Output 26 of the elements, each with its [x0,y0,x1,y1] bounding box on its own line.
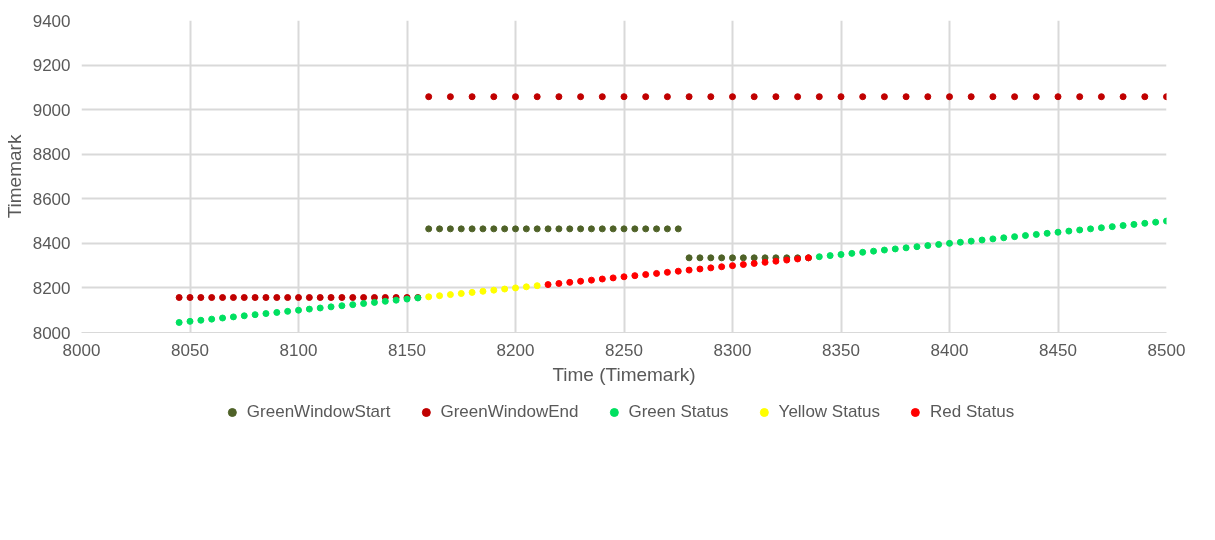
x-tick-label: 8150 [388,340,426,360]
legend-label: Green Status [628,402,729,422]
y-tick-label: 8800 [32,145,71,165]
x-tick-label: 8400 [930,340,969,360]
y-tick-label: 8000 [32,323,71,343]
legend-label: Red Status [930,402,1015,422]
y-tick-label: 9200 [32,56,71,76]
x-tick-label: 8000 [62,340,101,360]
x-tick-label: 8050 [171,340,209,360]
y-axis-title: Timemark [3,134,25,219]
legend-label: Yellow Status [778,402,881,422]
y-tick-label: 8600 [32,189,71,209]
y-tick-label: 8200 [32,278,71,298]
legend-label: GreenWindowEnd [440,402,579,422]
x-tick-label: 8500 [1147,340,1186,360]
y-tick-label: 9400 [32,11,71,31]
x-tick-label: 8450 [1039,340,1077,360]
x-tick-label: 8250 [605,340,643,360]
x-tick-label: 8100 [279,340,318,360]
legend-label: GreenWindowStart [246,402,391,422]
x-tick-label: 8350 [822,340,860,360]
x-tick-label: 8200 [496,340,535,360]
x-axis-title: Time (Timemark) [552,363,696,385]
y-tick-label: 8400 [32,234,71,254]
x-tick-label: 8300 [713,340,752,360]
y-tick-label: 9000 [32,100,71,120]
